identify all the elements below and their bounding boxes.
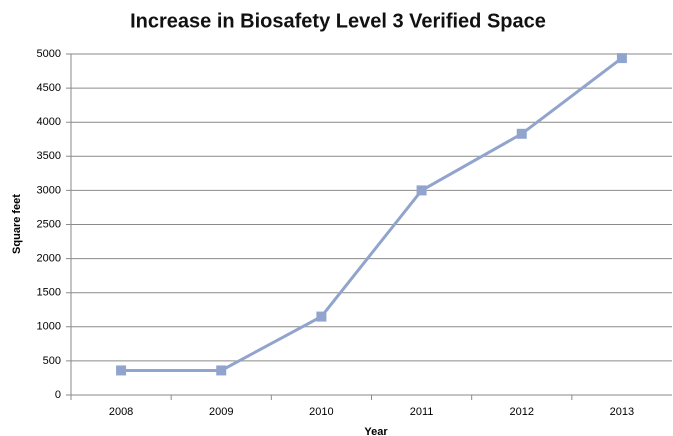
y-tick-label: 1000 bbox=[37, 321, 61, 333]
y-tick-label: 5000 bbox=[37, 48, 61, 60]
x-tick-label: 2013 bbox=[610, 406, 634, 418]
series-line bbox=[121, 56, 623, 372]
y-tick-label: 1500 bbox=[37, 287, 61, 299]
y-tick-label: 4500 bbox=[37, 82, 61, 94]
series-marker bbox=[616, 53, 627, 64]
chart-title: Increase in Biosafety Level 3 Verified S… bbox=[130, 10, 546, 32]
y-tick-label: 500 bbox=[43, 355, 61, 367]
series-marker bbox=[516, 128, 527, 139]
series-marker bbox=[216, 365, 227, 376]
series-marker bbox=[316, 311, 327, 322]
x-tick-label: 2008 bbox=[109, 406, 133, 418]
y-tick-label: 4000 bbox=[37, 116, 61, 128]
x-tick-label: 2012 bbox=[510, 406, 534, 418]
series-marker bbox=[116, 365, 127, 376]
x-tick-label: 2011 bbox=[410, 406, 434, 418]
y-axis-title: Square feet bbox=[11, 194, 23, 254]
y-tick-label: 0 bbox=[55, 389, 61, 401]
x-tick-label: 2010 bbox=[309, 406, 333, 418]
series-marker bbox=[416, 185, 427, 196]
y-tick-label: 2500 bbox=[37, 218, 61, 230]
x-axis-title: Year bbox=[364, 426, 388, 436]
y-tick-label: 3500 bbox=[37, 150, 61, 162]
y-tick-label: 3000 bbox=[37, 184, 61, 196]
x-tick-label: 2009 bbox=[209, 406, 233, 418]
y-tick-label: 2000 bbox=[37, 253, 61, 265]
